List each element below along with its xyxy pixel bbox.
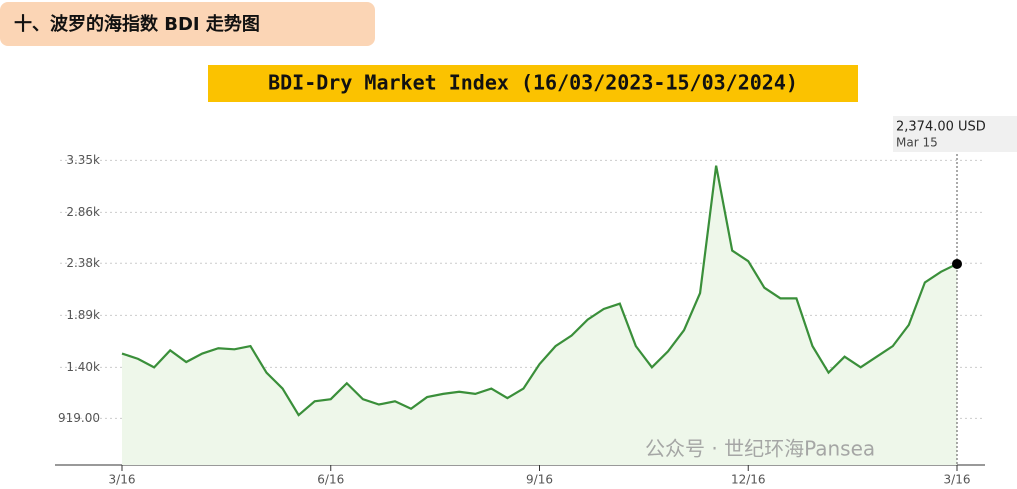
y-tick-label: 919.00 — [58, 411, 100, 425]
header-box — [0, 2, 375, 46]
x-tick-label: 12/16 — [731, 473, 766, 487]
header-title: 十、波罗的海指数 BDI 走势图 — [14, 13, 260, 35]
y-tick-label: 1.40k — [66, 360, 100, 374]
area — [122, 165, 957, 465]
y-tick-label: 1.89k — [66, 308, 100, 322]
x-tick-label: 3/16 — [109, 473, 136, 487]
title-box — [208, 65, 858, 102]
x-tick-label: 9/16 — [526, 473, 553, 487]
watermark: 公众号 · 世纪环海Pansea — [645, 437, 875, 461]
y-tick-label: 2.86k — [66, 205, 100, 219]
x-tick-label: 3/16 — [944, 473, 971, 487]
x-tick-label: 6/16 — [317, 473, 344, 487]
tooltip-value: 2,374.00 USD — [896, 120, 986, 135]
chart-title: BDI-Dry Market Index (16/03/2023-15/03/2… — [268, 71, 798, 95]
line — [121, 165, 958, 417]
hover-dot — [952, 258, 962, 269]
y-tick-label: 2.38k — [66, 256, 100, 270]
tooltip-date: Mar 15 — [896, 136, 938, 150]
y-tick-label: 3.35k — [66, 153, 100, 167]
tooltip-box — [893, 116, 1017, 152]
